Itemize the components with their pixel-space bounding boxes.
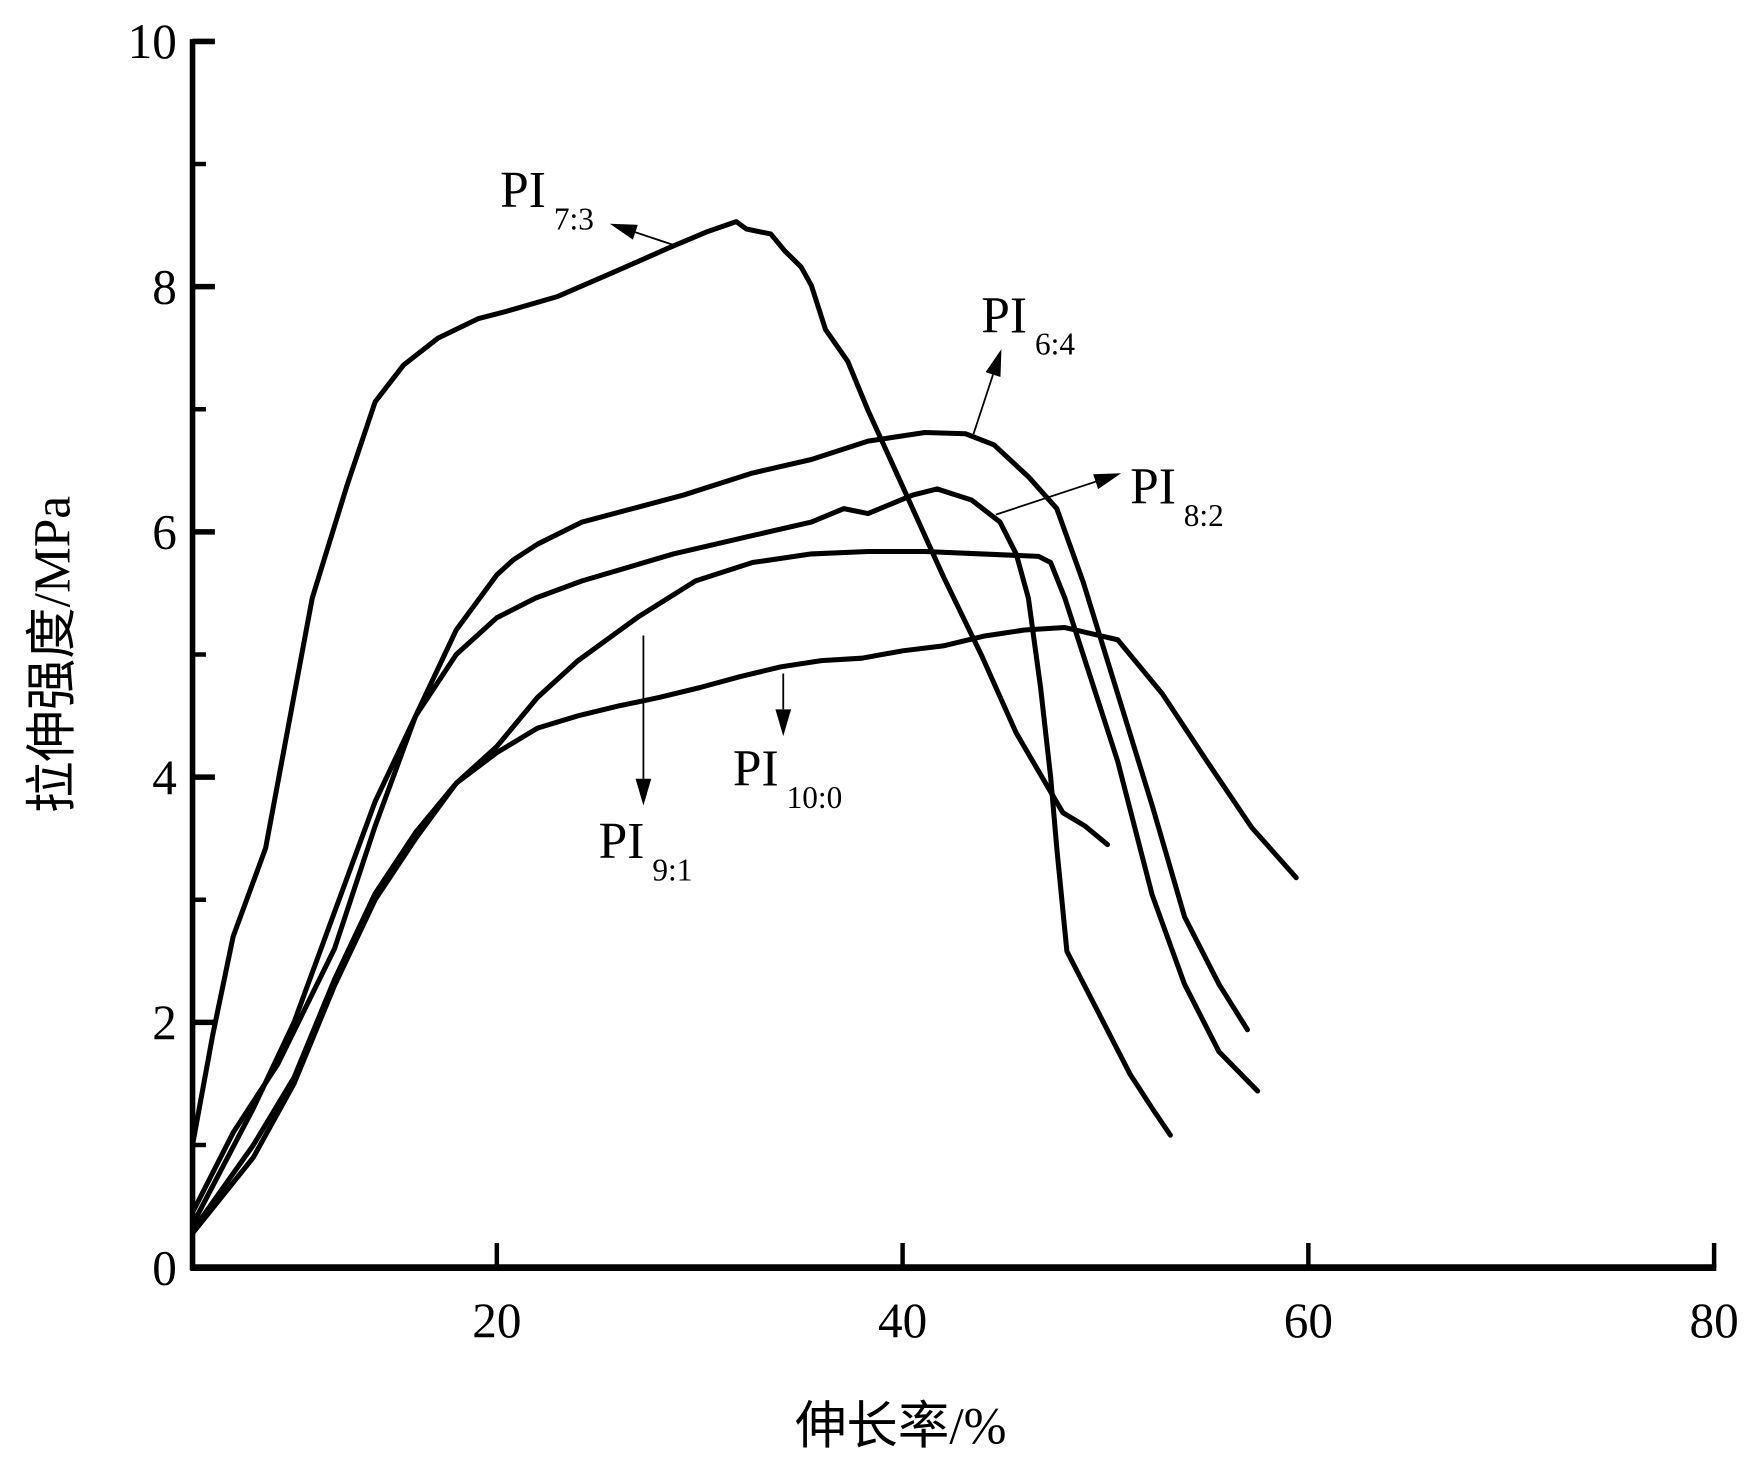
x-tick-label: 40 bbox=[878, 1293, 927, 1348]
y-axis-title: 拉伸强度/MPa bbox=[24, 496, 81, 813]
annotation-label: PI bbox=[1130, 458, 1176, 515]
annotations-layer: PI 7:3PI 6:4PI 8:2PI 9:1PI 10:0 bbox=[500, 162, 1224, 888]
y-tick-label: 6 bbox=[152, 505, 177, 560]
annotation-subscript: 6:4 bbox=[1035, 327, 1075, 362]
x-tick-label: 80 bbox=[1689, 1293, 1738, 1348]
series-line-pi9-1 bbox=[190, 548, 1261, 1236]
annotation-subscript: 8:2 bbox=[1184, 498, 1224, 533]
x-axis-title: 伸长率/% bbox=[795, 1398, 1007, 1455]
annotation-label: PI bbox=[981, 287, 1027, 344]
annotation-pi7-3: PI 7:3 bbox=[500, 162, 678, 247]
annotation-label: PI bbox=[500, 162, 546, 219]
annotation-pi10-0: PI 10:0 bbox=[733, 673, 843, 815]
series-line-pi8-2 bbox=[190, 486, 1173, 1228]
y-tick-label: 10 bbox=[128, 14, 177, 69]
y-tick-label: 2 bbox=[152, 995, 177, 1050]
axes-layer bbox=[189, 39, 1717, 1271]
arrow-head-icon bbox=[1093, 473, 1122, 490]
annotation-pi8-2: PI 8:2 bbox=[995, 458, 1224, 533]
annotation-label: PI bbox=[599, 813, 645, 870]
arrow-line bbox=[995, 480, 1096, 516]
ticks-layer: 20 40 60 80 0 2 4 6 8 10 bbox=[128, 14, 1739, 1348]
y-tick-label: 8 bbox=[152, 259, 177, 314]
arrow-head-icon bbox=[635, 778, 652, 806]
annotation-subscript: 7:3 bbox=[554, 201, 594, 236]
arrow-head-icon bbox=[609, 223, 638, 240]
y-tick-label: 0 bbox=[152, 1240, 177, 1295]
curves-layer bbox=[190, 219, 1299, 1236]
annotation-pi6-4: PI 6:4 bbox=[972, 287, 1075, 435]
x-tick-label: 60 bbox=[1284, 1293, 1333, 1348]
series-line-pi6-4 bbox=[190, 430, 1250, 1215]
arrow-line bbox=[635, 231, 678, 247]
arrow-head-icon bbox=[775, 709, 792, 737]
annotation-subscript: 10:0 bbox=[787, 780, 843, 815]
arrow-line bbox=[972, 374, 994, 435]
arrow-head-icon bbox=[985, 349, 1002, 378]
annotation-pi9-1: PI 9:1 bbox=[599, 635, 692, 888]
y-tick-label: 4 bbox=[152, 750, 177, 805]
series-line-pi7-3 bbox=[190, 219, 1111, 1148]
x-tick-label: 20 bbox=[472, 1293, 521, 1348]
annotation-label: PI bbox=[733, 740, 779, 797]
annotation-subscript: 9:1 bbox=[652, 853, 692, 888]
series-line-pi10-0 bbox=[190, 625, 1299, 1234]
